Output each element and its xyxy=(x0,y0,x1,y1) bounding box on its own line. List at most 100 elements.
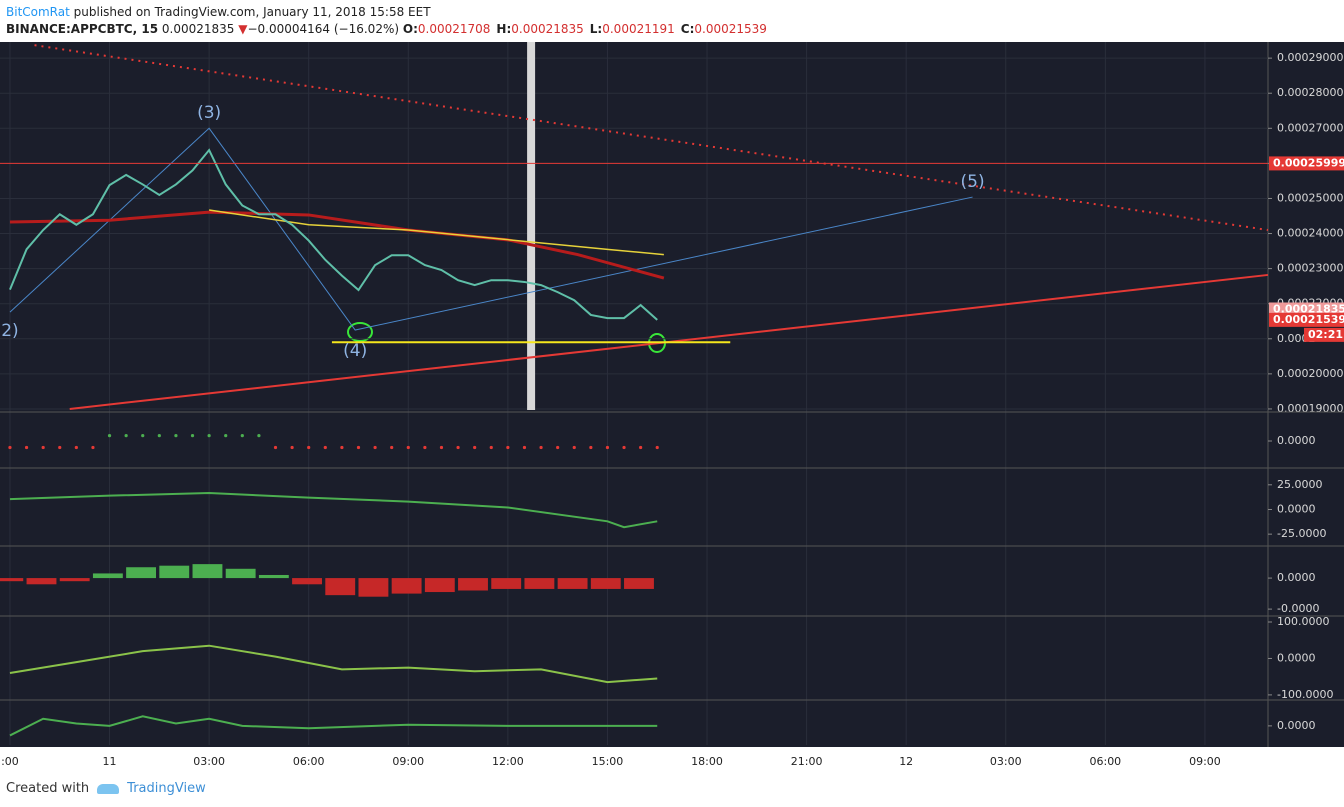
chart: :00 11 03:00 06:00 09:00 12:00 15:00 18:00 21:00… xyxy=(0,42,1344,770)
histogram-bar xyxy=(458,578,488,591)
histogram-bar xyxy=(491,578,522,589)
histogram-bar xyxy=(159,565,190,579)
x-tick-label: 03:00 xyxy=(193,755,225,768)
signal-dot xyxy=(373,445,377,450)
signal-dot xyxy=(124,434,128,438)
x-tick-label: 06:00 xyxy=(1089,755,1121,768)
price-label: 0.00021835 xyxy=(1273,302,1344,315)
x-tick-label: 18:00 xyxy=(691,755,723,768)
ohlc-key: O: xyxy=(402,22,418,36)
histogram-bar xyxy=(557,578,588,589)
brand[interactable]: TradingView xyxy=(127,781,206,796)
histogram-bar xyxy=(26,578,57,585)
price-label-bg xyxy=(1269,312,1344,327)
histogram-bar xyxy=(624,578,654,589)
wave-label: (4) xyxy=(343,341,367,361)
y-tick-label: 0.00024000 xyxy=(1277,227,1343,240)
y-tick-label: 0.00028000 xyxy=(1277,86,1343,99)
y-tick-label: 0.00025000 xyxy=(1277,191,1343,204)
signal-dot xyxy=(240,434,244,438)
price-line xyxy=(9,491,658,529)
price-line xyxy=(9,644,658,684)
trend-line xyxy=(34,44,1269,232)
ohlc-value: 0.00021191 xyxy=(602,22,675,36)
price-label: 0.00021539 xyxy=(1273,313,1344,326)
histogram-bar xyxy=(126,567,157,579)
signal-dot xyxy=(456,445,460,450)
histogram-bar xyxy=(92,573,123,579)
x-tick-label: :00 xyxy=(1,755,19,768)
wave-label: (5) xyxy=(961,172,985,192)
last: 0.00021835 xyxy=(161,22,235,36)
signal-dot xyxy=(190,434,195,438)
histogram-bar xyxy=(424,578,455,593)
highlight-circle xyxy=(347,322,373,342)
wave-label: (3) xyxy=(197,103,221,123)
histogram-bar xyxy=(524,578,555,589)
trend-line xyxy=(9,210,665,280)
y-tick-label: 0.0000 xyxy=(1277,651,1316,664)
ohlc-key: L: xyxy=(589,22,603,36)
signal-dot xyxy=(390,445,394,450)
signal-dot xyxy=(639,445,643,450)
logo xyxy=(97,783,120,794)
y-tick-label: -0.0000 xyxy=(1277,602,1319,615)
x-tick-label: 12 xyxy=(899,755,913,768)
signal-dot xyxy=(58,445,62,450)
symbol: BINANCE:APPCBTC, 15 xyxy=(6,22,159,36)
signal-dot xyxy=(406,445,410,450)
signal-dot xyxy=(41,445,45,450)
signal-dot xyxy=(290,445,294,450)
price-label: 0.00025999 xyxy=(1273,156,1344,169)
ohlc: O:0.00021708 H:0.00021835 L:0.00021191 C:0.… xyxy=(403,22,773,36)
x-tick-label: 12:00 xyxy=(492,755,524,768)
author[interactable]: BitComRat xyxy=(6,5,70,19)
signal-dot xyxy=(224,434,228,438)
histogram-bar xyxy=(590,578,621,589)
background xyxy=(0,42,1344,770)
signal-dot xyxy=(8,445,12,450)
created: Created with xyxy=(6,781,90,796)
price-label-bg xyxy=(1269,156,1344,171)
y-tick-label: 0.0000 xyxy=(1277,502,1316,515)
histogram-bar xyxy=(258,574,289,579)
histogram-bar xyxy=(358,578,389,597)
change: −0.00004164 (−16.02%) xyxy=(247,22,400,36)
x-tick-label: 11 xyxy=(103,755,117,768)
arrow: ▼ xyxy=(238,22,248,36)
ohlc-value: 0.00021708 xyxy=(417,22,491,36)
ohlc-value: 0.00021539 xyxy=(694,22,767,36)
signal-dot xyxy=(107,434,112,438)
published: published on TradingView.com, January 11… xyxy=(73,5,431,19)
histogram-bar xyxy=(59,578,90,582)
signal-dot xyxy=(655,445,659,450)
signal-dot xyxy=(539,445,543,450)
signal-dot xyxy=(439,445,444,450)
ohlc-key: C: xyxy=(680,22,695,36)
y-tick-label: 0.00023000 xyxy=(1277,262,1343,275)
signal-dot xyxy=(572,445,576,450)
signal-dot xyxy=(556,445,560,450)
trend-line xyxy=(209,209,664,256)
y-tick-label: 0.0000 xyxy=(1277,434,1316,447)
x-tick-label: 06:00 xyxy=(293,755,325,768)
signal-dot xyxy=(323,445,327,450)
signal-dot xyxy=(273,445,278,450)
signal-dot xyxy=(622,445,626,450)
ohlc-value: 0.00021835 xyxy=(511,22,584,36)
x-tick-label: 09:00 xyxy=(1189,755,1221,768)
signal-dot xyxy=(473,445,477,450)
y-tick-label: 0.0000 xyxy=(1277,571,1316,584)
signal-dot xyxy=(141,434,145,438)
x-tick-label: 09:00 xyxy=(392,755,424,768)
signal-dot xyxy=(257,434,261,438)
symbol-line: BINANCE:APPCBTC, 15 0.00021835 ▼−0.00004… xyxy=(6,21,773,38)
time-axis-bg xyxy=(0,747,1344,770)
histogram-bar xyxy=(192,564,223,579)
signal-dot xyxy=(506,445,510,450)
price-line xyxy=(9,148,658,321)
histogram-bar xyxy=(325,578,356,596)
x-tick-label: 03:00 xyxy=(990,755,1022,768)
y-tick-label: 0.00029000 xyxy=(1277,51,1343,64)
